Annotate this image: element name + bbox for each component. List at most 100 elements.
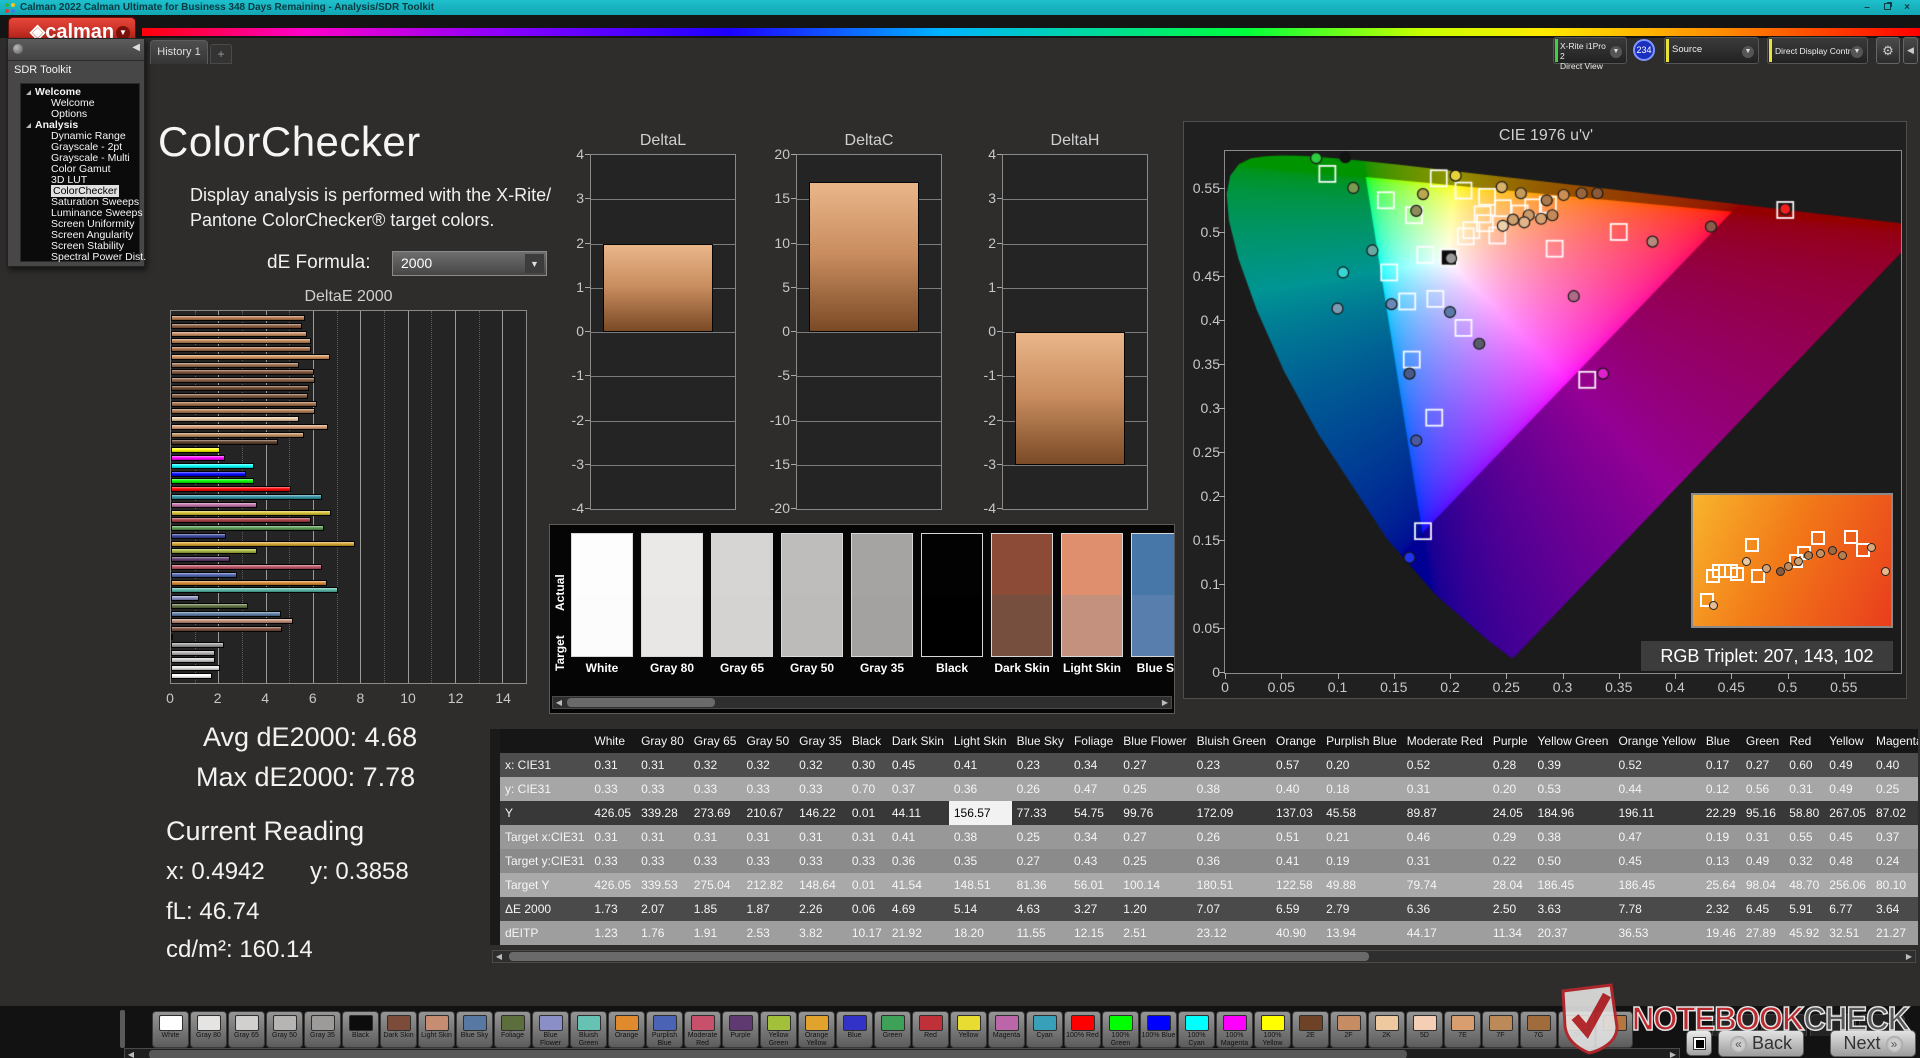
patch-button-7h[interactable]: 7H	[1558, 1011, 1595, 1048]
sidebar-item-color-gamut[interactable]: Color Gamut	[51, 163, 111, 175]
patch-button-moderate-red[interactable]: Moderate Red	[684, 1011, 721, 1048]
cell[interactable]: 275.04	[693, 878, 731, 892]
cell[interactable]: 0.24	[1875, 854, 1900, 868]
patch-gray-80[interactable]	[641, 533, 703, 657]
patch-dark-skin[interactable]	[991, 533, 1053, 657]
cell[interactable]: 0.40	[1276, 782, 1300, 796]
cell[interactable]: 0.31	[1789, 782, 1813, 796]
patch-button-purplish-blue[interactable]: Purplish Blue	[646, 1011, 683, 1048]
patch-button-blue[interactable]: Blue	[836, 1011, 873, 1048]
cell[interactable]: 56.01	[1073, 878, 1104, 892]
cell[interactable]: 0.36	[1196, 854, 1221, 868]
scroll-right-icon[interactable]: ▶	[1669, 1050, 1677, 1058]
patch-button-7e[interactable]: 7E	[1444, 1011, 1481, 1048]
sidebar-collapse-button[interactable]: ◀	[132, 42, 140, 53]
cell[interactable]: 32.51	[1829, 926, 1860, 940]
cell[interactable]: 0.31	[693, 830, 718, 844]
sidebar-item-screen-angularity[interactable]: Screen Angularity	[51, 229, 134, 241]
cell[interactable]: 0.47	[1073, 782, 1098, 796]
patch-button-blue-flower[interactable]: Blue Flower	[532, 1011, 569, 1048]
cell[interactable]: 0.33	[641, 782, 665, 796]
cell[interactable]: 426.05	[594, 806, 632, 820]
col-header-red[interactable]: Red	[1784, 729, 1825, 753]
cell[interactable]: 0.34	[1073, 758, 1098, 772]
cell[interactable]: 2.26	[799, 902, 823, 916]
patch-blue-sky[interactable]	[1131, 533, 1174, 657]
patch-button-gray-35[interactable]: Gray 35	[304, 1011, 341, 1048]
sidebar-item-grayscale-2pt[interactable]: Grayscale - 2pt	[51, 141, 123, 153]
patch-button-foliage[interactable]: Foliage	[494, 1011, 531, 1048]
cell[interactable]: 0.01	[851, 806, 876, 820]
cell[interactable]: 196.11	[1618, 806, 1655, 820]
col-header-foliage[interactable]: Foliage	[1068, 729, 1119, 753]
patch-black[interactable]	[921, 533, 983, 657]
cell[interactable]: 0.33	[851, 854, 876, 868]
patch-gray-35[interactable]	[851, 533, 913, 657]
cell[interactable]: 210.67	[746, 806, 784, 820]
patch-light-skin[interactable]	[1061, 533, 1123, 657]
scroll-left-icon[interactable]: ◀	[127, 1050, 135, 1058]
cell[interactable]: 21.27	[1875, 926, 1906, 940]
cell[interactable]: 0.32	[1789, 854, 1813, 868]
cell[interactable]: 21.92	[891, 926, 922, 940]
col-header-orange-yellow[interactable]: Orange Yellow	[1613, 729, 1701, 753]
patch-button-2f[interactable]: 2F	[1330, 1011, 1367, 1048]
cell[interactable]: 13.94	[1326, 926, 1357, 940]
patch-bar-handle[interactable]	[120, 1010, 125, 1048]
cell[interactable]: 0.31	[594, 758, 618, 772]
back-button[interactable]: « Back	[1718, 1030, 1804, 1057]
cell[interactable]: 0.41	[953, 758, 978, 772]
cell[interactable]: 0.56	[1745, 782, 1770, 796]
cell[interactable]: 122.58	[1276, 878, 1313, 892]
cell[interactable]: 1.87	[746, 902, 770, 916]
cell[interactable]: 44.17	[1406, 926, 1437, 940]
cell[interactable]: 81.36	[1016, 878, 1047, 892]
patch-button-yellow[interactable]: Yellow	[950, 1011, 987, 1048]
sidebar-item-3d-lut[interactable]: 3D LUT	[51, 174, 88, 186]
cell[interactable]: 0.49	[1829, 782, 1853, 796]
cell[interactable]: 6.36	[1406, 902, 1431, 916]
cell[interactable]: 0.49	[1745, 854, 1770, 868]
col-header-white[interactable]: White	[589, 729, 637, 753]
cell[interactable]: 0.45	[891, 758, 916, 772]
scroll-right-icon[interactable]: ▶	[1161, 698, 1169, 707]
cell[interactable]: 156.57	[948, 801, 1012, 825]
cell[interactable]: 0.19	[1326, 854, 1350, 868]
cell[interactable]: 0.33	[594, 782, 618, 796]
patch-bar-scrollbar[interactable]: ◀ ▶	[124, 1048, 1680, 1058]
cell[interactable]: 186.45	[1537, 878, 1575, 892]
sidebar-item-options[interactable]: Options	[51, 108, 88, 120]
cell[interactable]: 0.55	[1789, 830, 1813, 844]
cell[interactable]: 7.78	[1618, 902, 1642, 916]
cell[interactable]: 1.91	[693, 926, 718, 940]
cell[interactable]: 19.46	[1705, 926, 1736, 940]
cell[interactable]: 0.33	[799, 782, 823, 796]
cell[interactable]: 0.40	[1875, 758, 1900, 772]
cell[interactable]: 0.26	[1016, 782, 1040, 796]
cell[interactable]: 89.87	[1406, 806, 1437, 820]
cell[interactable]: 0.28	[1492, 758, 1517, 772]
cell[interactable]: 172.09	[1196, 806, 1234, 820]
cell[interactable]: 0.52	[1618, 758, 1642, 772]
cell[interactable]: 0.17	[1705, 758, 1730, 772]
cell[interactable]: 1.76	[641, 926, 665, 940]
col-header-gray-35[interactable]: Gray 35	[794, 729, 847, 753]
swatch-strip-scrollbar[interactable]: ◀ ▶	[552, 696, 1172, 709]
cell[interactable]: 41.54	[891, 878, 922, 892]
cell[interactable]: 0.52	[1406, 758, 1431, 772]
col-header-purple[interactable]: Purple	[1487, 729, 1533, 753]
cell[interactable]: 45.92	[1789, 926, 1820, 940]
patch-button-100-blue[interactable]: 100% Blue	[1140, 1011, 1177, 1048]
cell[interactable]: 11.55	[1016, 926, 1046, 940]
cell[interactable]: 22.29	[1705, 806, 1736, 820]
table-scrollbar[interactable]: ◀ ▶	[492, 950, 1916, 963]
col-header-gray-65[interactable]: Gray 65	[688, 729, 742, 753]
cell[interactable]: 95.16	[1745, 806, 1776, 820]
cell[interactable]: 0.37	[891, 782, 916, 796]
cell[interactable]: 12.15	[1073, 926, 1104, 940]
cell[interactable]: 0.49	[1829, 758, 1853, 772]
cell[interactable]: 146.22	[799, 806, 836, 820]
patch-button-gray-50[interactable]: Gray 50	[266, 1011, 303, 1048]
sidebar-item-colorchecker[interactable]: ColorChecker	[51, 185, 120, 197]
col-header-purplish-blue[interactable]: Purplish Blue	[1321, 729, 1402, 753]
